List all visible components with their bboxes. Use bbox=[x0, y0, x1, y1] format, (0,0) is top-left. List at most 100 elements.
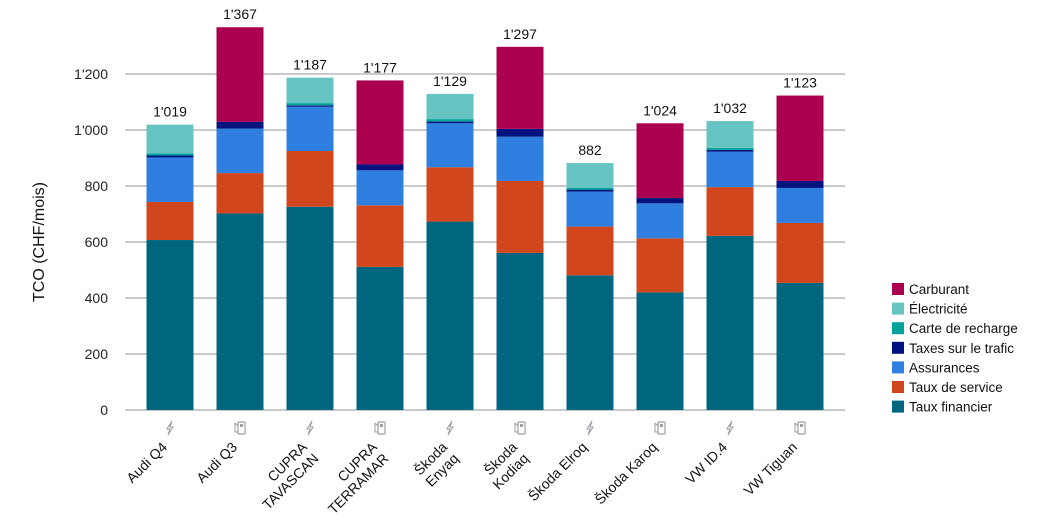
category-label: Škoda Elroq bbox=[525, 439, 590, 504]
bar-segment-taxes-sur-le-trafic bbox=[216, 121, 264, 129]
bar-segment-taux-de-service bbox=[426, 167, 474, 222]
bar-segment-taxes-sur-le-trafic bbox=[566, 189, 614, 192]
legend-swatch bbox=[892, 302, 904, 315]
category-label: VW Tiguan bbox=[740, 439, 800, 499]
bar-segment-assurances bbox=[496, 136, 544, 181]
bar-segment--lectricit- bbox=[426, 93, 474, 120]
bar-segment-taxes-sur-le-trafic bbox=[706, 149, 754, 152]
legend-label: Assurances bbox=[909, 360, 980, 375]
legend-item: Carburant bbox=[892, 282, 969, 297]
total-label: 1'024 bbox=[643, 102, 677, 118]
bar-segment-carte-de-recharge bbox=[426, 119, 474, 122]
legend-swatch bbox=[892, 341, 904, 354]
bars bbox=[146, 27, 824, 410]
total-label: 1'019 bbox=[153, 104, 187, 120]
bar-segment-taux-de-service bbox=[356, 205, 404, 267]
legend-label: Taux de service bbox=[909, 380, 1003, 395]
legend-label: Carburant bbox=[909, 282, 969, 297]
bar-segment-carte-de-recharge bbox=[566, 187, 614, 190]
bar-segment-assurances bbox=[776, 187, 824, 223]
category-label: Audi Q4 bbox=[123, 439, 170, 486]
legend-item: Assurances bbox=[892, 360, 980, 375]
bar-segment-taxes-sur-le-trafic bbox=[146, 155, 194, 158]
category-label: CUPRATERRAMAR bbox=[313, 438, 392, 517]
bar-segment-assurances bbox=[636, 203, 684, 239]
bar-segment-carburant bbox=[776, 95, 824, 181]
bar-segment-taxes-sur-le-trafic bbox=[286, 105, 334, 107]
category-label: Škoda Karoq bbox=[592, 439, 661, 508]
fuel-pump-icon bbox=[514, 421, 526, 435]
bar-segment-taux-financier bbox=[566, 275, 614, 410]
legend: Carburant Électricité Carte de recharge Tax… bbox=[892, 282, 1018, 415]
bar-segment--lectricit- bbox=[286, 77, 334, 104]
lightning-icon bbox=[586, 420, 594, 436]
legend-swatch bbox=[892, 322, 904, 335]
total-label: 1'297 bbox=[503, 26, 537, 42]
legend-label: Taxes sur le trafic bbox=[909, 341, 1014, 356]
lightning-icon bbox=[726, 420, 734, 436]
y-tick-label: 0 bbox=[100, 402, 108, 418]
bar-segment-assurances bbox=[426, 123, 474, 168]
y-tick-label: 200 bbox=[85, 346, 109, 362]
bar-segment-carburant bbox=[216, 27, 264, 122]
legend-swatch bbox=[892, 381, 904, 393]
bar-segment-taux-de-service bbox=[146, 201, 194, 241]
fuel-pump-icon bbox=[654, 421, 666, 435]
total-label: 882 bbox=[578, 142, 602, 158]
bar-segment-taux-de-service bbox=[286, 151, 334, 207]
bar-segment-taxes-sur-le-trafic bbox=[636, 198, 684, 204]
category-label: VW ID.4 bbox=[682, 439, 730, 487]
category-label-line: Audi Q4 bbox=[123, 439, 170, 486]
fuel-pump-icon bbox=[374, 421, 386, 435]
category-label: ŠkodaEnyaq bbox=[411, 439, 462, 490]
bar-segment-assurances bbox=[356, 170, 404, 206]
total-label: 1'123 bbox=[783, 75, 817, 91]
bar-segment-taxes-sur-le-trafic bbox=[356, 164, 404, 171]
bar-segment-taux-de-service bbox=[706, 187, 754, 236]
legend-item: Taxes sur le trafic bbox=[892, 341, 1014, 356]
bar-segment-taux-de-service bbox=[496, 180, 544, 253]
bar-segment-carte-de-recharge bbox=[146, 153, 194, 156]
bar-segment--lectricit- bbox=[566, 163, 614, 188]
bar-segment-carburant bbox=[636, 123, 684, 199]
y-axis-ticks: 0 200 400 600 800 1'000 1'200 bbox=[74, 66, 108, 418]
category-label-line: VW ID.4 bbox=[682, 439, 730, 487]
legend-label: Carte de recharge bbox=[909, 321, 1018, 336]
bar-segment-carburant bbox=[496, 46, 544, 129]
bar-segment--lectricit- bbox=[146, 124, 194, 154]
y-tick-label: 1'000 bbox=[74, 122, 108, 138]
category-label-line: VW Tiguan bbox=[740, 439, 800, 499]
bar-segment-assurances bbox=[216, 128, 264, 174]
legend-item: Électricité bbox=[892, 302, 968, 317]
y-tick-label: 600 bbox=[85, 234, 109, 250]
bar-segment-taux-financier bbox=[426, 221, 474, 410]
bar-segment-taux-de-service bbox=[566, 226, 614, 276]
total-label: 1'129 bbox=[433, 73, 467, 89]
bar-segment-taxes-sur-le-trafic bbox=[776, 180, 824, 188]
lightning-icon bbox=[306, 420, 314, 436]
category-label-line: Audi Q3 bbox=[193, 439, 240, 486]
legend-swatch bbox=[892, 283, 904, 295]
legend-label: Électricité bbox=[909, 302, 968, 317]
lightning-icon bbox=[166, 420, 174, 436]
bar-segment-taux-de-service bbox=[216, 173, 264, 214]
bar-segment-assurances bbox=[566, 191, 614, 227]
bar-segment-carburant bbox=[356, 80, 404, 165]
bar-segment-assurances bbox=[286, 106, 334, 151]
bar-segment-carte-de-recharge bbox=[706, 147, 754, 150]
bar-segment-taux-de-service bbox=[636, 238, 684, 293]
bar-segment-taux-financier bbox=[496, 252, 544, 410]
x-axis-categories: Audi Q4 Audi Q3 CUPRATAVASCAN CUPRATERRAMAR… bbox=[123, 420, 806, 517]
total-label: 1'367 bbox=[223, 6, 257, 22]
category-label: CUPRATAVASCAN bbox=[248, 438, 322, 512]
fuel-pump-icon bbox=[234, 421, 246, 435]
category-label-line: Škoda Elroq bbox=[525, 439, 590, 504]
total-label: 1'177 bbox=[363, 59, 397, 75]
bar-segment-taux-financier bbox=[286, 206, 334, 410]
total-label: 1'187 bbox=[293, 57, 327, 73]
bar-segment-taux-financier bbox=[356, 266, 404, 410]
bar-segment-taxes-sur-le-trafic bbox=[426, 121, 474, 124]
bar-segment--lectricit- bbox=[706, 121, 754, 148]
category-label: Audi Q3 bbox=[193, 439, 240, 486]
